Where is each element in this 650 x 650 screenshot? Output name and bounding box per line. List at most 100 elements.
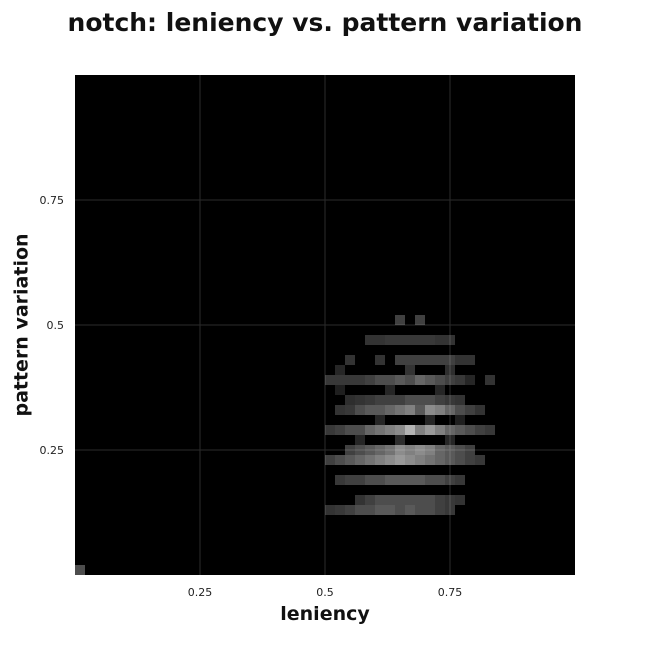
heatmap-cell	[475, 455, 485, 465]
heatmap-cell	[415, 445, 425, 455]
heatmap-cell	[385, 395, 395, 405]
heatmap-cell	[395, 315, 405, 325]
heatmap-cell	[405, 495, 415, 505]
heatmap-cell	[345, 425, 355, 435]
heatmap-cell	[365, 475, 375, 485]
heatmap-cell	[375, 415, 385, 425]
heatmap-cell	[455, 355, 465, 365]
heatmap-cell	[445, 505, 455, 515]
heatmap-cell	[445, 425, 455, 435]
heatmap-cell	[415, 335, 425, 345]
heatmap-cell	[355, 455, 365, 465]
heatmap-cell	[445, 495, 455, 505]
heatmap-cell	[465, 355, 475, 365]
heatmap-cell	[365, 505, 375, 515]
x-tick-label: 0.75	[438, 586, 463, 599]
heatmap-cell	[415, 395, 425, 405]
heatmap-cell	[455, 425, 465, 435]
heatmap-cell	[385, 335, 395, 345]
heatmap-cell	[405, 375, 415, 385]
heatmap-cell	[445, 375, 455, 385]
heatmap-cell	[385, 505, 395, 515]
heatmap-cell	[405, 365, 415, 375]
heatmap-cell	[345, 455, 355, 465]
heatmap-cell	[355, 395, 365, 405]
heatmap-cell	[415, 505, 425, 515]
heatmap-cell	[445, 365, 455, 375]
heatmap-cell	[425, 425, 435, 435]
heatmap-cell	[395, 425, 405, 435]
heatmap-cell	[435, 475, 445, 485]
heatmap-cell	[485, 375, 495, 385]
heatmap-cell	[445, 395, 455, 405]
heatmap-cell	[365, 335, 375, 345]
heatmap-cell	[475, 405, 485, 415]
heatmap-cell	[375, 505, 385, 515]
heatmap-cell	[415, 315, 425, 325]
heatmap-cell	[425, 405, 435, 415]
heatmap-cell	[385, 425, 395, 435]
heatmap-cell	[435, 495, 445, 505]
heatmap-cell	[355, 445, 365, 455]
heatmap-cell	[425, 355, 435, 365]
heatmap-cell	[355, 475, 365, 485]
heatmap-cell	[415, 375, 425, 385]
heatmap-cell	[365, 375, 375, 385]
heatmap-cell	[445, 355, 455, 365]
heatmap-cell	[425, 415, 435, 425]
heatmap-cell	[375, 445, 385, 455]
heatmap-cell	[385, 475, 395, 485]
heatmap-cell	[455, 475, 465, 485]
heatmap-cell	[355, 435, 365, 445]
heatmap-cell	[375, 335, 385, 345]
heatmap-cell	[345, 405, 355, 415]
heatmap-cell	[415, 405, 425, 415]
y-tick-label: 0.5	[47, 319, 65, 332]
heatmap-cell	[375, 455, 385, 465]
heatmap-cell	[355, 425, 365, 435]
heatmap-cell	[365, 395, 375, 405]
heatmap-cell	[435, 375, 445, 385]
heatmap-cell	[405, 475, 415, 485]
heatmap-cell	[365, 445, 375, 455]
heatmap-cell	[365, 405, 375, 415]
heatmap-cell	[375, 375, 385, 385]
heatmap-cell	[435, 425, 445, 435]
y-tick-label: 0.75	[40, 194, 65, 207]
heatmap-cell	[385, 455, 395, 465]
heatmap-cell	[335, 455, 345, 465]
heatmap-cell	[385, 445, 395, 455]
heatmap-cell	[335, 425, 345, 435]
heatmap-cell	[445, 335, 455, 345]
heatmap-cell	[395, 355, 405, 365]
heatmap-cell	[435, 395, 445, 405]
heatmap-cell	[405, 395, 415, 405]
heatmap-cell	[355, 495, 365, 505]
heatmap-cell	[395, 455, 405, 465]
heatmap-cell	[375, 395, 385, 405]
heatmap-cell	[435, 505, 445, 515]
heatmap-cell	[475, 425, 485, 435]
heatmap-cell	[365, 425, 375, 435]
heatmap-cell	[395, 335, 405, 345]
heatmap-cell	[325, 375, 335, 385]
heatmap-cell	[425, 455, 435, 465]
heatmap-cell	[355, 375, 365, 385]
heatmap-cell	[385, 375, 395, 385]
heatmap-cell	[405, 505, 415, 515]
heatmap-cell	[395, 475, 405, 485]
heatmap-cell	[465, 455, 475, 465]
x-tick-label: 0.25	[188, 586, 213, 599]
heatmap-cell	[455, 495, 465, 505]
heatmap-cell	[335, 375, 345, 385]
heatmap-cell	[435, 385, 445, 395]
heatmap-cell	[405, 425, 415, 435]
heatmap-cell	[485, 425, 495, 435]
chart-title: notch: leniency vs. pattern variation	[67, 8, 583, 37]
heatmap-cell	[435, 445, 445, 455]
heatmap-cell	[325, 505, 335, 515]
heatmap-cell	[435, 405, 445, 415]
heatmap-cell	[355, 505, 365, 515]
heatmap-cell	[455, 415, 465, 425]
